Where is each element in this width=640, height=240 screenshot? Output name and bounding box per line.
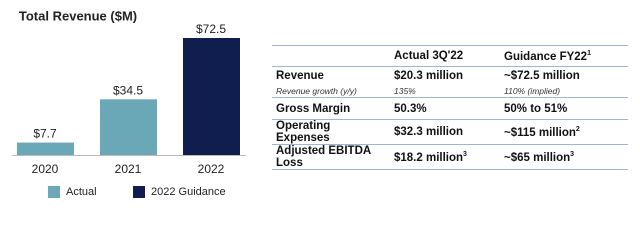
value-label: $7.7 (33, 127, 57, 141)
table-cell: Guidance FY221 (500, 45, 628, 67)
cell-text: ~$65 million (504, 151, 571, 164)
cell-text: Adjusted EBITDA Loss (276, 145, 371, 169)
cell-text: $20.3 million (394, 69, 464, 82)
value-label: $34.5 (113, 83, 143, 97)
table-cell: 135% (390, 84, 500, 98)
table-cell: ~$115 million2 (500, 119, 628, 145)
cell-text: $18.2 million (394, 151, 464, 164)
table-row: Adjusted EBITDA Loss $18.2 million3 ~$65 m… (272, 144, 628, 170)
legend-swatch (133, 186, 145, 198)
cell-text: 50.3% (394, 102, 427, 115)
table-cell: $32.3 million (390, 119, 500, 145)
page: Total Revenue ($M) $7.7 2020 $34.5 2021 $72.… (12, 8, 628, 198)
bar (183, 38, 240, 155)
cell-text: Operating Expenses (276, 120, 331, 144)
table-cell: 50.3% (390, 97, 500, 120)
cell-text: Revenue (276, 69, 324, 82)
table-cell: Revenue (272, 67, 390, 85)
table-cell: Actual 3Q'22 (390, 45, 500, 67)
cell-text: 135% (394, 85, 416, 96)
chart: Total Revenue ($M) $7.7 2020 $34.5 2021 $72.… (12, 8, 246, 198)
cell-text: Revenue growth (y/y) (276, 85, 357, 96)
footnote-mark: 2 (575, 125, 580, 133)
cell-text: Guidance FY22 (504, 50, 588, 63)
cell-text: 110% (implied) (504, 85, 561, 96)
x-tick-label: 2020 (32, 162, 59, 176)
cell-text: Gross Margin (276, 102, 351, 115)
summary-table: Actual 3Q'22 Guidance FY221 Revenue $20.3 m… (272, 45, 628, 170)
table-row: Revenue growth (y/y) 135% 110% (implied) (272, 84, 628, 98)
footnote-mark: 3 (570, 150, 575, 158)
value-label: $72.5 (196, 22, 226, 36)
table-row: Revenue $20.3 million ~$72.5 million (272, 67, 628, 85)
legend-label: 2022 Guidance (151, 186, 226, 198)
table-cell: $18.2 million3 (390, 144, 500, 170)
table-cell: Revenue growth (y/y) (272, 84, 390, 98)
bar (17, 142, 74, 155)
footnote-mark: 1 (587, 49, 591, 57)
table-cell: 110% (implied) (500, 84, 628, 98)
table-cell: ~$72.5 million (500, 67, 628, 85)
table-cell (272, 45, 390, 67)
x-tick-label: 2022 (198, 162, 225, 176)
table-cell: Operating Expenses (272, 119, 390, 145)
legend-swatch (48, 186, 60, 198)
table-cell: $20.3 million (390, 67, 500, 85)
cell-text: Actual 3Q'22 (394, 50, 464, 62)
header-row: Actual 3Q'22 Guidance FY221 (272, 45, 628, 67)
cell-text: 50% to 51% (504, 102, 568, 115)
bar (100, 99, 157, 155)
x-tick-label: 2021 (115, 162, 142, 176)
table-row: Gross Margin 50.3% 50% to 51% (272, 97, 628, 120)
legend-label: Actual (66, 186, 97, 198)
table-cell: ~$65 million3 (500, 144, 628, 170)
cell-text: $32.3 million (394, 126, 464, 138)
footnote-mark: 3 (463, 150, 467, 158)
chart-title: Total Revenue ($M) (19, 8, 137, 23)
table-cell: Gross Margin (272, 97, 390, 120)
cell-text: ~$115 million (504, 126, 576, 139)
table-cell: Adjusted EBITDA Loss (272, 144, 390, 170)
table-row: Operating Expenses $32.3 million ~$115 mil… (272, 119, 628, 145)
cell-text: ~$72.5 million (504, 69, 580, 82)
table-cell: 50% to 51% (500, 97, 628, 120)
